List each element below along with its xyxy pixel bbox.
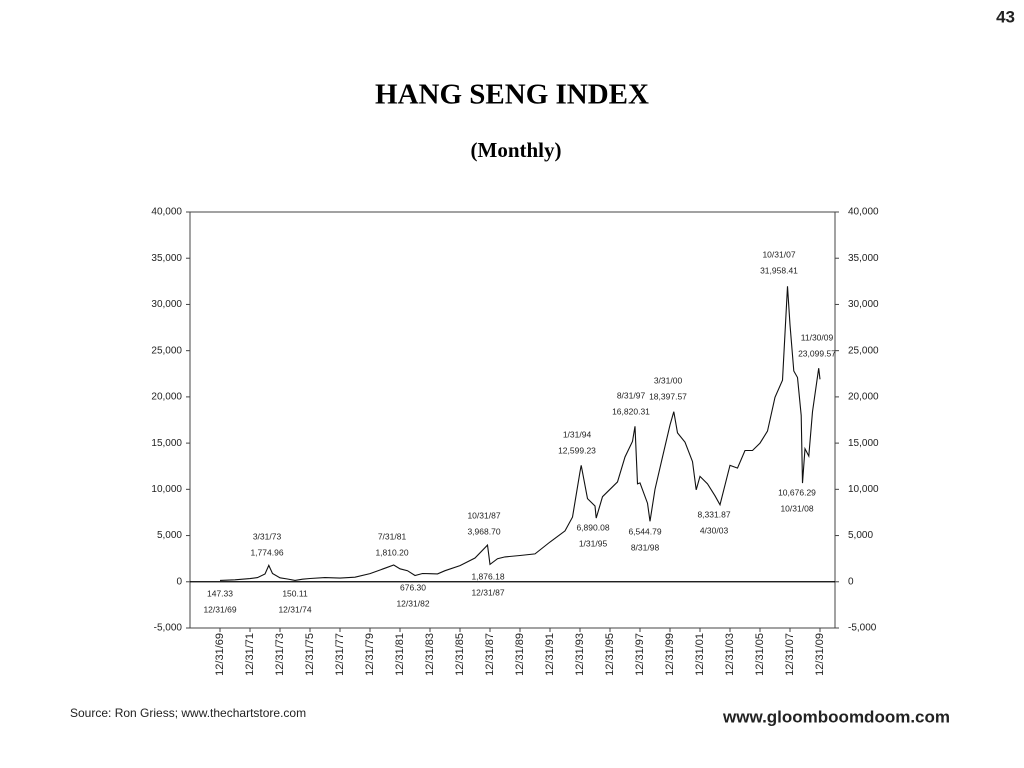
annotation: 18,397.57: [649, 391, 687, 401]
annotation: 10/31/07: [762, 249, 795, 259]
annotation: 150.11: [282, 588, 308, 598]
annotation: 10/31/87: [467, 510, 500, 520]
x-tick-label: 12/31/71: [244, 633, 256, 676]
y-tick-label: 40,000: [151, 207, 182, 218]
y-tick-label: 5,000: [157, 530, 182, 541]
annotation: 12/31/82: [396, 598, 429, 608]
annotation: 10/31/08: [780, 503, 813, 513]
annotation: 1/31/94: [563, 429, 592, 439]
x-tick-label: 12/31/93: [574, 633, 586, 676]
chart-subtitle: (Monthly): [471, 138, 562, 162]
annotation: 3/31/73: [253, 531, 282, 541]
x-tick-label: 12/31/77: [334, 633, 346, 676]
annotation: 147.33: [207, 588, 233, 598]
x-tick-label: 12/31/75: [304, 633, 316, 676]
y2-tick-label: 35,000: [848, 253, 879, 264]
y-tick-label: 30,000: [151, 299, 182, 310]
x-tick-label: 12/31/05: [754, 633, 766, 676]
annotation: 1/31/95: [579, 538, 608, 548]
annotation: 1,810.20: [375, 547, 408, 557]
annotation: 3/31/00: [654, 375, 683, 385]
x-tick-label: 12/31/01: [694, 633, 706, 676]
y-tick-label: 0: [176, 576, 182, 587]
x-tick-label: 12/31/87: [484, 633, 496, 676]
y2-tick-label: 5,000: [848, 530, 873, 541]
annotation: 12,599.23: [558, 445, 596, 455]
y2-tick-label: 15,000: [848, 438, 879, 449]
x-tick-label: 12/31/85: [454, 633, 466, 676]
y2-tick-label: 20,000: [848, 392, 879, 403]
annotation: 6,890.08: [576, 522, 609, 532]
x-tick-label: 12/31/79: [364, 633, 376, 676]
x-tick-label: 12/31/97: [634, 633, 646, 676]
y2-tick-label: 0: [848, 576, 854, 587]
annotation: 12/31/87: [471, 587, 504, 597]
x-tick-label: 12/31/83: [424, 633, 436, 676]
annotation: 1,774.96: [250, 547, 283, 557]
annotation: 8/31/98: [631, 542, 660, 552]
y-tick-label: 25,000: [151, 345, 182, 356]
annotation: 8,331.87: [697, 509, 730, 519]
page-number: 43: [996, 7, 1015, 26]
y2-tick-label: -5,000: [848, 623, 877, 634]
series-line: [219, 286, 821, 581]
y2-tick-label: 40,000: [848, 207, 879, 218]
y-tick-label: 15,000: [151, 438, 182, 449]
x-tick-label: 12/31/81: [394, 633, 406, 676]
x-tick-label: 12/31/91: [544, 633, 556, 676]
y-tick-label: 20,000: [151, 392, 182, 403]
annotation: 676.30: [400, 582, 426, 592]
x-tick-label: 12/31/03: [724, 633, 736, 676]
x-tick-label: 12/31/07: [784, 633, 796, 676]
annotation: 12/31/69: [203, 604, 236, 614]
y2-tick-label: 10,000: [848, 484, 879, 495]
annotation: 3,968.70: [467, 526, 500, 536]
y2-tick-label: 25,000: [848, 345, 879, 356]
annotation: 16,820.31: [612, 406, 650, 416]
annotation: 6,544.79: [628, 526, 661, 536]
annotation: 7/31/81: [378, 531, 407, 541]
annotation: 10,676.29: [778, 487, 816, 497]
annotation: 8/31/97: [617, 390, 646, 400]
chart-title: HANG SENG INDEX: [375, 79, 649, 111]
annotation: 23,099.57: [798, 348, 836, 358]
y-tick-label: 35,000: [151, 253, 182, 264]
plot-frame: [189, 211, 836, 629]
x-tick-label: 12/31/89: [514, 633, 526, 676]
y2-tick-label: 30,000: [848, 299, 879, 310]
annotation: 11/30/09: [801, 332, 834, 342]
y-tick-label: -5,000: [154, 623, 183, 634]
annotation: 1,876.18: [471, 571, 504, 581]
x-tick-label: 12/31/95: [604, 633, 616, 676]
x-tick-label: 12/31/69: [214, 633, 226, 676]
annotation: 4/30/03: [700, 525, 729, 535]
source: Source: Ron Griess; www.thechartstore.co…: [70, 706, 306, 720]
annotation: 31,958.41: [760, 265, 798, 275]
x-tick-label: 12/31/73: [274, 633, 286, 676]
x-tick-label: 12/31/99: [664, 633, 676, 676]
annotation: 12/31/74: [278, 604, 311, 614]
website: www.gloomboomdoom.com: [722, 707, 950, 726]
x-tick-label: 12/31/09: [814, 633, 826, 676]
y-tick-label: 10,000: [151, 484, 182, 495]
